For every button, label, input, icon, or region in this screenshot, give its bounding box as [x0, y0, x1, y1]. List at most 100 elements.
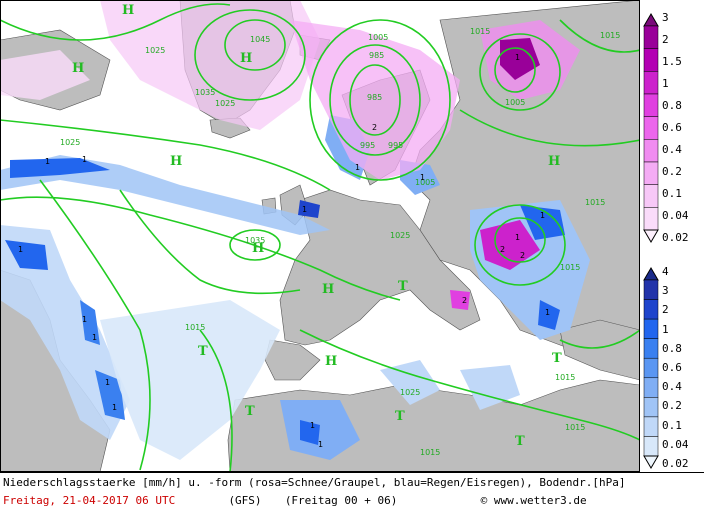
isobar-label: 1025	[390, 231, 410, 240]
precip-value: 1	[92, 333, 97, 342]
model-run: (Freitag 00 + 06)	[284, 494, 398, 507]
precip-value: 2	[462, 296, 467, 305]
precip-labels: 1 1 1 1 1 1 1 1 1 1 2 2 1 1 2 1 1 2 1 1	[18, 53, 550, 449]
precipitation-legend: 3 2 1.5 1 0.8 0.6 0.4 0.2 0.1 0.04 0.02 4 3 2 1 0.8 0.6…	[640, 0, 704, 472]
rain-areas	[0, 115, 590, 460]
weather-map: 1045 1035 1025 1025 1025 1015 1015 1015 …	[0, 0, 640, 472]
low-marker: T	[198, 344, 208, 359]
precip-value: 1	[545, 308, 550, 317]
precip-value: 1	[18, 245, 23, 254]
snow-scale-swatch	[643, 48, 659, 72]
middle-east	[559, 319, 640, 381]
isobar-label: 1015	[560, 263, 580, 272]
high-marker: H	[252, 241, 264, 256]
isobar-label: 985	[369, 51, 384, 60]
rain-scale-swatch	[643, 436, 659, 457]
map-caption: Niederschlagsstaerke [mm/h] u. -form (ro…	[0, 472, 704, 514]
rain-scale-label: 0.4	[662, 380, 682, 394]
high-marker: H	[72, 61, 84, 76]
high-marker: H	[170, 154, 182, 169]
rain-scale-swatch	[643, 279, 659, 300]
low-marker: T	[552, 351, 562, 366]
high-marker: H	[548, 154, 560, 169]
credit-link[interactable]: © www.wetter3.de	[480, 494, 587, 507]
isobar-label: 1025	[60, 138, 80, 147]
isobar-label: 1015	[555, 373, 575, 382]
rain-scale-swatch	[643, 318, 659, 339]
snow-scale-label: 2	[662, 33, 669, 46]
precip-value: 1	[355, 163, 360, 172]
snow-scale-bar	[643, 13, 659, 243]
isobar-label: 985	[367, 93, 382, 102]
precip-value: 1	[515, 53, 520, 62]
rain-scale-swatch	[643, 397, 659, 418]
isobar-label: 1025	[400, 388, 420, 397]
model-name: (GFS)	[228, 494, 262, 507]
precip-value: 1	[540, 211, 545, 220]
iberia	[264, 339, 321, 381]
precip-value: 1	[318, 440, 323, 449]
valid-date: Freitag, 21-04-2017 06 UTC	[3, 494, 176, 507]
rain-scale-bar	[643, 267, 659, 469]
snow-scale-label: 0.6	[662, 121, 682, 134]
pressure-centers: H H H H H H H H T T T T T T	[72, 3, 562, 449]
isobar-label: 995	[388, 141, 403, 150]
precip-value: 1	[45, 157, 50, 166]
precip-value: 1	[112, 403, 117, 412]
rain-scale-label: 0.04	[662, 437, 689, 451]
isobar-label: 1025	[215, 99, 235, 108]
isobar-label: 1045	[250, 35, 270, 44]
high-marker: H	[240, 51, 252, 66]
rain-scale-swatch	[643, 357, 659, 379]
isobar-label: 1015	[600, 31, 620, 40]
snow-scale-swatch	[643, 184, 659, 208]
rain-scale-label: 1	[662, 322, 669, 336]
snow-scale-swatch	[643, 161, 659, 185]
precip-value: 1	[515, 233, 520, 242]
rain-scale-label: 0.8	[662, 341, 682, 355]
rain-scale-label: 0.02	[662, 457, 689, 470]
isobar-label: 1005	[505, 98, 525, 107]
rain-scale-swatch	[643, 338, 659, 359]
western-central-europe	[279, 189, 481, 346]
precip-value: 1	[82, 155, 87, 164]
snow-scale-swatch	[643, 139, 659, 163]
high-marker: H	[322, 282, 334, 297]
rain-scale-swatch	[643, 416, 659, 437]
precip-value: 1	[82, 315, 87, 324]
snow-scale-label: 0.8	[662, 99, 682, 112]
pressure-labels: 1045 1035 1025 1025 1025 1015 1015 1015 …	[60, 27, 620, 457]
precip-value: 2	[520, 251, 525, 260]
caption-description: Niederschlagsstaerke [mm/h] u. -form (ro…	[3, 476, 626, 489]
isobar-label: 1035	[195, 88, 215, 97]
snow-scale-label: 0.4	[662, 143, 682, 156]
rain-scale-label: 0.6	[662, 361, 682, 374]
snow-scale-swatch	[643, 13, 659, 27]
rain-scale-swatch	[643, 267, 659, 281]
legend-bars	[643, 13, 659, 469]
isobar-label: 1015	[420, 448, 440, 457]
snow-scale-label: 1	[662, 77, 669, 90]
precip-value: 2	[372, 123, 377, 132]
rain-scale-label: 3	[662, 284, 669, 298]
precip-value: 2	[500, 245, 505, 254]
rain-scale-label: 2	[662, 303, 669, 317]
map-canvas: 1045 1035 1025 1025 1025 1015 1015 1015 …	[0, 0, 640, 472]
snow-scale-label: 0.2	[662, 165, 682, 178]
rain-scale-label: 0.1	[662, 418, 682, 432]
precip-value: 1	[105, 378, 110, 387]
snow-scale-label: 0.1	[662, 187, 682, 200]
isobars	[0, 3, 640, 472]
snow-scale-swatch	[643, 71, 659, 95]
snow-areas	[0, 0, 580, 310]
isobar-label: 1005	[415, 178, 435, 187]
caption-info-line: Freitag, 21-04-2017 06 UTC (GFS) (Freita…	[3, 494, 587, 507]
rain-scale-swatch	[643, 455, 659, 469]
isobar-label: 1015	[185, 323, 205, 332]
low-marker: T	[245, 404, 255, 419]
low-marker: T	[398, 279, 408, 294]
precip-value: 1	[302, 205, 307, 214]
precip-value: 1	[420, 173, 425, 182]
snow-scale-swatch	[643, 207, 659, 231]
snow-scale-swatch	[643, 93, 659, 117]
